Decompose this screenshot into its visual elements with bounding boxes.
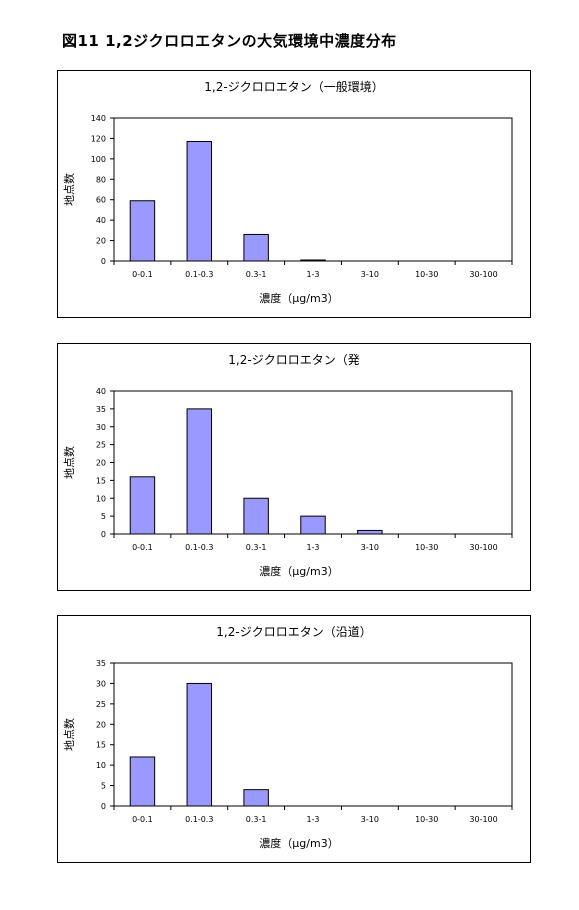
chart-panel-roadside: 1,2-ジクロロエタン（沿道） 0 5 10 15 20 25 30 35 地点数 0-0.1 0.1… (57, 615, 531, 863)
chart-title: 1,2-ジクロロエタン（沿道） (216, 625, 371, 639)
x-tick-label: 3-10 (361, 815, 379, 824)
y-tick-label: 40 (96, 387, 106, 396)
bar (129, 756, 156, 807)
x-tick-label: 0.3-1 (246, 270, 267, 279)
y-tick-label: 20 (96, 720, 106, 729)
x-tick-label: 0.1-0.3 (185, 815, 213, 824)
x-tick-label: 30-100 (469, 270, 497, 279)
figure-title: 図11 1,2ジクロロエタンの大気環境中濃度分布 (62, 32, 397, 50)
y-tick-label: 15 (96, 741, 106, 750)
x-tick-label: 0.1-0.3 (185, 543, 213, 552)
y-tick-label: 30 (96, 423, 106, 432)
x-tick-label: 10-30 (415, 270, 438, 279)
bar (243, 233, 269, 262)
bar (129, 200, 156, 262)
y-axis-label: 地点数 (63, 718, 76, 751)
bar (357, 529, 383, 535)
x-tick-label: 1-3 (306, 543, 319, 552)
y-tick-label: 0 (101, 530, 106, 539)
chart-roadside: 1,2-ジクロロエタン（沿道） 0 5 10 15 20 25 30 35 地点数 0-0.1 0.1… (63, 625, 513, 850)
x-tick-label: 3-10 (361, 270, 379, 279)
x-tick-label: 1-3 (306, 815, 319, 824)
x-axis-label: 濃度（μg/m3） (259, 291, 338, 305)
x-tick-label: 0-0.1 (132, 270, 153, 279)
x-tick-label: 0.1-0.3 (185, 270, 213, 279)
plot-area (113, 390, 513, 535)
y-axis-label: 地点数 (63, 173, 76, 206)
x-tick-label: 10-30 (415, 815, 438, 824)
x-tick-label: 0.3-1 (246, 815, 267, 824)
x-tick-label: 3-10 (361, 543, 379, 552)
x-tick-label: 10-30 (415, 543, 438, 552)
x-tick-label: 0-0.1 (132, 815, 153, 824)
bar (243, 497, 269, 535)
y-tick-label: 5 (101, 512, 106, 521)
x-tick-label: 0-0.1 (132, 543, 153, 552)
y-tick-label: 35 (96, 405, 106, 414)
plot-area (113, 117, 513, 262)
chart-title: 1,2-ジクロロエタン（発 (228, 353, 359, 367)
y-tick-label: 10 (96, 494, 106, 503)
y-tick-label: 30 (96, 679, 106, 688)
y-tick-label: 5 (101, 782, 106, 791)
y-tick-label: 60 (96, 196, 106, 205)
y-tick-label: 20 (96, 459, 106, 468)
bar (186, 140, 213, 262)
chart-panel-source: 1,2-ジクロロエタン（発 0 5 10 15 20 25 30 35 40 地点数 0-0.1 0.1… (57, 343, 531, 591)
y-tick-label: 140 (91, 114, 106, 123)
x-axis-label: 濃度（μg/m3） (259, 836, 338, 850)
x-tick-label: 0.3-1 (246, 543, 267, 552)
y-tick-label: 100 (91, 155, 106, 164)
plot-area (113, 662, 513, 807)
chart-general: 1,2-ジクロロエタン（一般環境） 0 20 40 60 80 100 120 140 地点数 0-… (63, 79, 513, 305)
y-axis-label: 地点数 (63, 446, 76, 479)
bar (300, 515, 326, 535)
bar (300, 259, 326, 262)
bar (129, 476, 156, 535)
y-tick-label: 80 (96, 175, 106, 184)
chart-title: 1,2-ジクロロエタン（一般環境） (204, 79, 383, 94)
bar (243, 789, 269, 807)
y-tick-label: 120 (91, 134, 106, 143)
y-tick-label: 0 (101, 257, 106, 266)
y-tick-label: 15 (96, 476, 106, 485)
y-tick-label: 10 (96, 761, 106, 770)
x-tick-label: 30-100 (469, 543, 497, 552)
y-tick-label: 35 (96, 659, 106, 668)
bar (186, 408, 213, 535)
chart-source: 1,2-ジクロロエタン（発 0 5 10 15 20 25 30 35 40 地点数 0-0.1 0.1… (63, 353, 513, 578)
bar (186, 682, 213, 807)
y-tick-label: 25 (96, 700, 106, 709)
y-tick-label: 20 (96, 237, 106, 246)
x-tick-label: 30-100 (469, 815, 497, 824)
chart-panel-general: 1,2-ジクロロエタン（一般環境） 0 20 40 60 80 100 120 140 地点数 0-… (57, 70, 531, 318)
y-tick-label: 40 (96, 216, 106, 225)
y-tick-label: 25 (96, 441, 106, 450)
x-axis-label: 濃度（μg/m3） (259, 564, 338, 578)
y-tick-label: 0 (101, 802, 106, 811)
x-tick-label: 1-3 (306, 270, 319, 279)
